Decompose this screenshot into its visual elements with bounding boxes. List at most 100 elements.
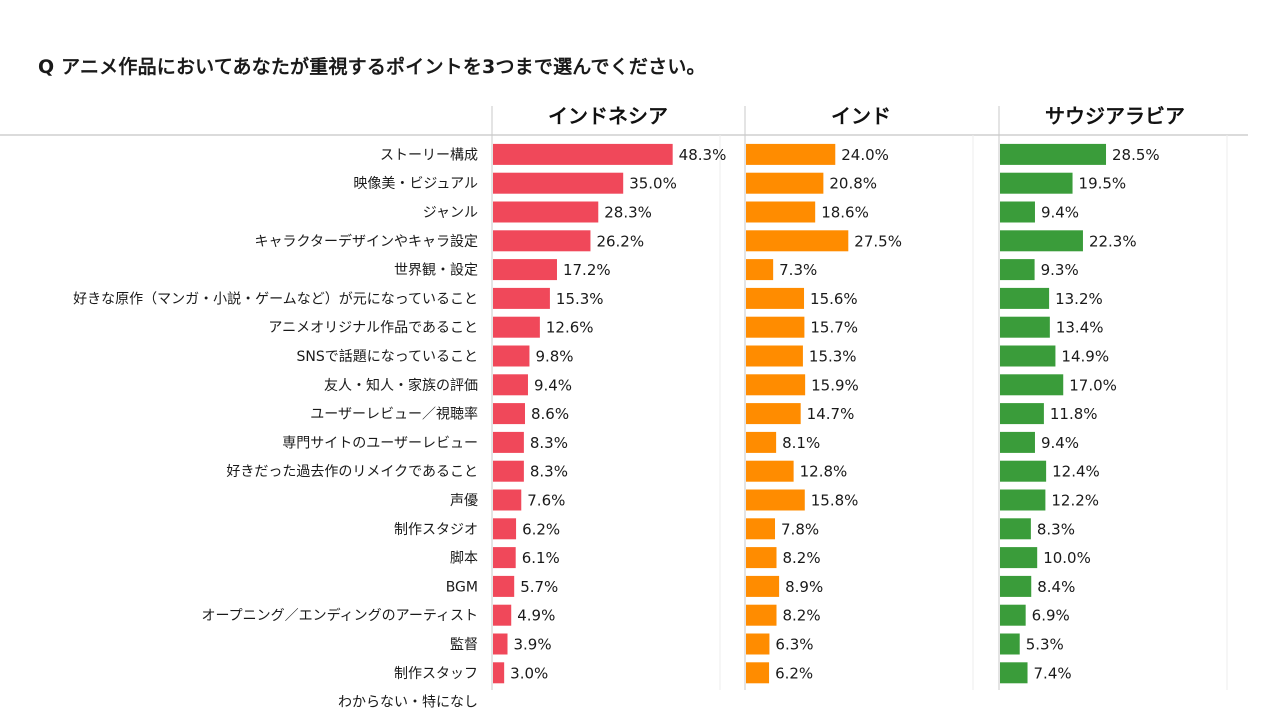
data-label: 8.2%	[783, 607, 821, 625]
bar	[746, 575, 780, 597]
data-label: 8.9%	[785, 578, 823, 596]
data-label: 8.6%	[531, 405, 569, 423]
bar	[746, 604, 777, 626]
category-label: ジャンル	[423, 205, 478, 221]
category-label: 専門サイトのユーザーレビュー	[282, 435, 478, 451]
data-label: 8.1%	[782, 434, 820, 452]
data-label: 11.8%	[1050, 405, 1098, 423]
bar	[493, 518, 517, 540]
data-label: 13.4%	[1056, 319, 1104, 337]
category-label: 制作スタッフ	[394, 666, 478, 682]
data-label: 3.0%	[510, 664, 548, 682]
data-label: 35.0%	[629, 175, 677, 193]
bar	[1000, 662, 1028, 684]
data-label: 22.3%	[1089, 232, 1137, 250]
bar	[1000, 259, 1035, 281]
data-label: 7.3%	[779, 261, 817, 279]
category-label: BGM	[446, 579, 478, 595]
bar	[1000, 518, 1031, 540]
data-label: 24.0%	[841, 146, 889, 164]
bar	[746, 374, 806, 396]
bar	[746, 431, 777, 453]
data-label: 12.6%	[546, 319, 594, 337]
data-label: 7.6%	[527, 492, 565, 510]
bar	[1000, 633, 1020, 655]
bar	[746, 259, 774, 281]
bar	[493, 172, 624, 194]
bar	[746, 230, 849, 252]
bar	[1000, 431, 1035, 453]
bar	[1000, 489, 1046, 511]
data-label: 15.9%	[811, 376, 859, 394]
bar	[493, 604, 512, 626]
bar	[493, 662, 505, 684]
data-label: 9.4%	[534, 376, 572, 394]
bar	[746, 201, 816, 223]
data-label: 15.8%	[811, 492, 859, 510]
bar	[493, 460, 524, 482]
data-label: 10.0%	[1043, 549, 1091, 567]
panel-title-2: サウジアラビア	[1045, 104, 1185, 128]
category-label: 声優	[450, 493, 478, 509]
bar	[746, 633, 770, 655]
data-label: 15.3%	[556, 290, 604, 308]
category-label: 世界観・設定	[394, 262, 478, 279]
data-label: 6.2%	[522, 520, 560, 538]
bar	[493, 633, 508, 655]
data-label: 6.9%	[1032, 607, 1070, 625]
data-label: 20.8%	[829, 175, 877, 193]
data-label: 19.5%	[1079, 175, 1127, 193]
category-label: ユーザーレビュー／視聴率	[310, 406, 478, 423]
data-label: 12.8%	[800, 463, 848, 481]
bar	[493, 287, 550, 309]
data-label: 12.4%	[1052, 463, 1100, 481]
bar	[1000, 460, 1047, 482]
bar	[1000, 604, 1026, 626]
bar	[746, 287, 805, 309]
data-label: 28.3%	[604, 204, 652, 222]
bar	[493, 489, 522, 511]
category-label: オープニング／エンディングのアーティスト	[202, 607, 479, 624]
data-label: 8.2%	[783, 549, 821, 567]
bar	[1000, 201, 1035, 223]
data-label: 4.9%	[517, 607, 555, 625]
category-label: 映像美・ビジュアル	[353, 176, 478, 192]
data-label: 15.6%	[810, 290, 858, 308]
data-label: 6.3%	[775, 636, 813, 654]
data-label: 9.4%	[1041, 434, 1079, 452]
data-label: 12.2%	[1051, 492, 1099, 510]
bar	[746, 547, 777, 569]
bar	[493, 201, 599, 223]
data-label: 14.9%	[1061, 348, 1109, 366]
bar	[746, 143, 836, 165]
bar	[1000, 345, 1056, 367]
data-label: 5.7%	[520, 578, 558, 596]
bar	[746, 403, 801, 425]
question-title: Q アニメ作品においてあなたが重視するポイントを3つまで選んでください。	[38, 56, 706, 78]
category-label: アニメオリジナル作品であること	[268, 320, 478, 336]
data-label: 14.7%	[807, 405, 855, 423]
bar	[1000, 575, 1032, 597]
data-label: 27.5%	[854, 232, 902, 250]
data-label: 8.3%	[1037, 520, 1075, 538]
bar	[493, 143, 673, 165]
data-label: 6.2%	[775, 664, 813, 682]
bar	[1000, 547, 1038, 569]
data-label: 15.7%	[810, 319, 858, 337]
data-label: 48.3%	[679, 146, 727, 164]
bar	[1000, 230, 1083, 252]
bar	[1000, 287, 1050, 309]
bar	[493, 431, 524, 453]
bar	[493, 259, 557, 281]
data-label: 8.3%	[530, 434, 568, 452]
bar	[746, 489, 805, 511]
bar	[746, 460, 794, 482]
bar	[493, 345, 530, 367]
bar	[493, 316, 540, 338]
bar	[1000, 172, 1073, 194]
data-label: 8.4%	[1037, 578, 1075, 596]
data-label: 13.2%	[1055, 290, 1103, 308]
bar	[493, 374, 528, 396]
category-label: 脚本	[450, 551, 478, 567]
